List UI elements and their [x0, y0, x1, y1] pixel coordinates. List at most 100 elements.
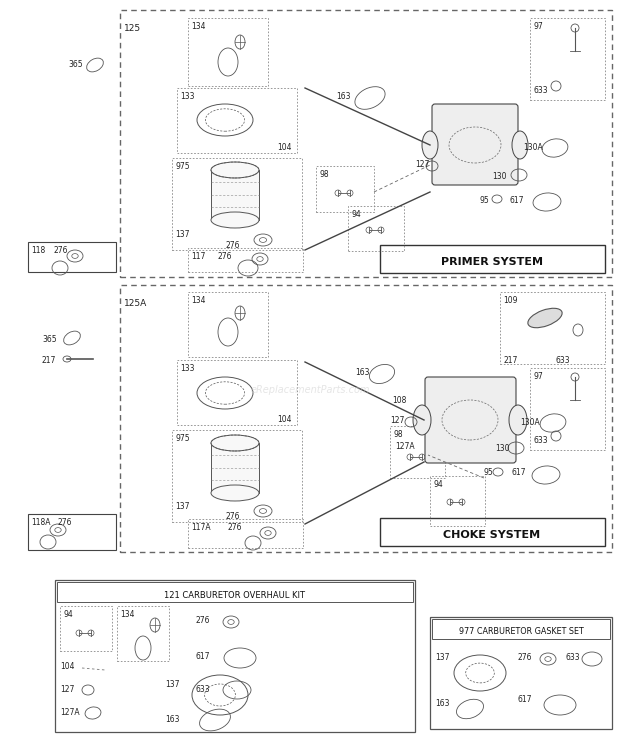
- Bar: [28, 514, 116, 550]
- Text: 104: 104: [60, 662, 74, 671]
- Text: 94: 94: [351, 210, 361, 219]
- Text: 163: 163: [355, 368, 370, 377]
- Ellipse shape: [211, 212, 259, 228]
- Text: 633: 633: [565, 653, 580, 662]
- Text: 163: 163: [336, 92, 350, 101]
- Text: 276: 276: [228, 523, 242, 532]
- Text: 137: 137: [175, 502, 190, 511]
- Text: 134: 134: [191, 22, 205, 31]
- Text: 975: 975: [175, 162, 190, 171]
- Bar: [188, 18, 268, 86]
- Bar: [120, 285, 612, 552]
- Text: 217: 217: [42, 356, 56, 365]
- Text: PRIMER SYSTEM: PRIMER SYSTEM: [441, 257, 543, 267]
- Text: 276: 276: [54, 246, 68, 255]
- Text: 137: 137: [435, 653, 449, 662]
- Text: eReplacementParts.com: eReplacementParts.com: [250, 385, 370, 395]
- Bar: [316, 166, 374, 212]
- FancyBboxPatch shape: [432, 104, 518, 185]
- Bar: [172, 158, 302, 250]
- Text: 617: 617: [518, 695, 533, 704]
- Bar: [120, 10, 612, 277]
- Text: 276: 276: [226, 512, 241, 521]
- Text: 276: 276: [518, 653, 533, 662]
- Text: 97: 97: [533, 372, 542, 381]
- Text: 617: 617: [512, 468, 526, 477]
- Bar: [188, 248, 303, 272]
- Text: 365: 365: [68, 60, 82, 69]
- Text: 134: 134: [191, 296, 205, 305]
- FancyBboxPatch shape: [425, 377, 516, 463]
- Ellipse shape: [211, 162, 259, 178]
- Bar: [172, 430, 302, 522]
- Text: 125A: 125A: [124, 299, 148, 308]
- Text: 127: 127: [60, 685, 74, 694]
- Text: 130: 130: [495, 444, 510, 453]
- Ellipse shape: [509, 405, 527, 435]
- Text: CHOKE SYSTEM: CHOKE SYSTEM: [443, 530, 541, 540]
- Text: 97: 97: [533, 22, 542, 31]
- Bar: [380, 518, 605, 546]
- Bar: [28, 242, 116, 272]
- Text: 163: 163: [165, 715, 180, 724]
- Ellipse shape: [211, 435, 259, 451]
- Bar: [530, 18, 605, 100]
- Text: 276: 276: [226, 241, 241, 250]
- Text: 130A: 130A: [523, 143, 542, 152]
- Text: 133: 133: [180, 364, 195, 373]
- Text: 108: 108: [392, 396, 406, 405]
- Bar: [57, 582, 413, 602]
- Text: 133: 133: [180, 92, 195, 101]
- Text: 975: 975: [175, 434, 190, 443]
- Text: 94: 94: [433, 480, 443, 489]
- Bar: [177, 360, 297, 425]
- Text: 163: 163: [435, 699, 449, 708]
- Text: 217: 217: [503, 356, 517, 365]
- Text: 109: 109: [503, 296, 518, 305]
- Text: 117: 117: [191, 252, 205, 261]
- Text: 134: 134: [120, 610, 135, 619]
- Text: 617: 617: [510, 196, 525, 205]
- Bar: [117, 606, 169, 661]
- Text: 98: 98: [393, 430, 402, 439]
- Text: 118A: 118A: [31, 518, 50, 527]
- Text: 125: 125: [124, 24, 141, 33]
- Text: 977 CARBURETOR GASKET SET: 977 CARBURETOR GASKET SET: [459, 627, 583, 637]
- Text: 633: 633: [195, 685, 210, 694]
- Bar: [188, 292, 268, 357]
- Bar: [432, 619, 610, 639]
- Text: 98: 98: [319, 170, 329, 179]
- Text: 118: 118: [31, 246, 45, 255]
- Bar: [211, 170, 259, 220]
- Text: 633: 633: [556, 356, 570, 365]
- Bar: [177, 88, 297, 153]
- Text: 104: 104: [277, 143, 291, 152]
- Text: 94: 94: [63, 610, 73, 619]
- Text: 127: 127: [390, 416, 404, 425]
- Text: 276: 276: [195, 616, 210, 625]
- Text: 365: 365: [42, 335, 56, 344]
- Text: 276: 276: [218, 252, 232, 261]
- Text: 137: 137: [165, 680, 180, 689]
- Bar: [211, 443, 259, 493]
- Text: 127: 127: [415, 160, 430, 169]
- Text: 276: 276: [58, 518, 73, 527]
- Text: 127A: 127A: [395, 442, 415, 451]
- Text: 121 CARBURETOR OVERHAUL KIT: 121 CARBURETOR OVERHAUL KIT: [164, 591, 306, 600]
- Bar: [55, 580, 415, 732]
- Text: 117A: 117A: [191, 523, 211, 532]
- Text: 95: 95: [484, 468, 494, 477]
- Text: 130: 130: [492, 172, 507, 181]
- Bar: [430, 476, 485, 526]
- Ellipse shape: [211, 485, 259, 501]
- Text: 137: 137: [175, 230, 190, 239]
- Bar: [348, 206, 404, 251]
- Bar: [188, 519, 303, 548]
- Bar: [60, 606, 112, 651]
- Text: 130A: 130A: [520, 418, 540, 427]
- Text: 633: 633: [533, 86, 547, 95]
- Text: 127A: 127A: [60, 708, 79, 717]
- Ellipse shape: [413, 405, 431, 435]
- Ellipse shape: [422, 131, 438, 159]
- Text: 617: 617: [195, 652, 210, 661]
